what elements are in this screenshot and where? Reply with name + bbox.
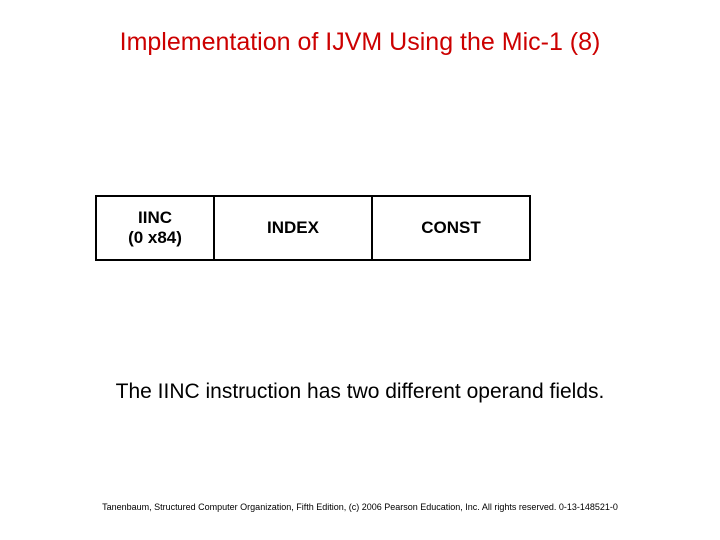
diagram-cell-const: CONST bbox=[373, 195, 531, 261]
slide-caption: The IINC instruction has two different o… bbox=[0, 380, 720, 404]
cell-label-line2: (0 x84) bbox=[128, 228, 182, 248]
diagram-cell-index: INDEX bbox=[215, 195, 373, 261]
instruction-diagram: IINC (0 x84) INDEX CONST bbox=[95, 195, 531, 261]
diagram-cell-iinc: IINC (0 x84) bbox=[95, 195, 215, 261]
cell-label-line1: IINC bbox=[138, 208, 172, 228]
cell-label-line1: CONST bbox=[421, 218, 481, 238]
slide-footer: Tanenbaum, Structured Computer Organizat… bbox=[0, 502, 720, 512]
slide-title: Implementation of IJVM Using the Mic-1 (… bbox=[0, 28, 720, 57]
cell-label-line1: INDEX bbox=[267, 218, 319, 238]
